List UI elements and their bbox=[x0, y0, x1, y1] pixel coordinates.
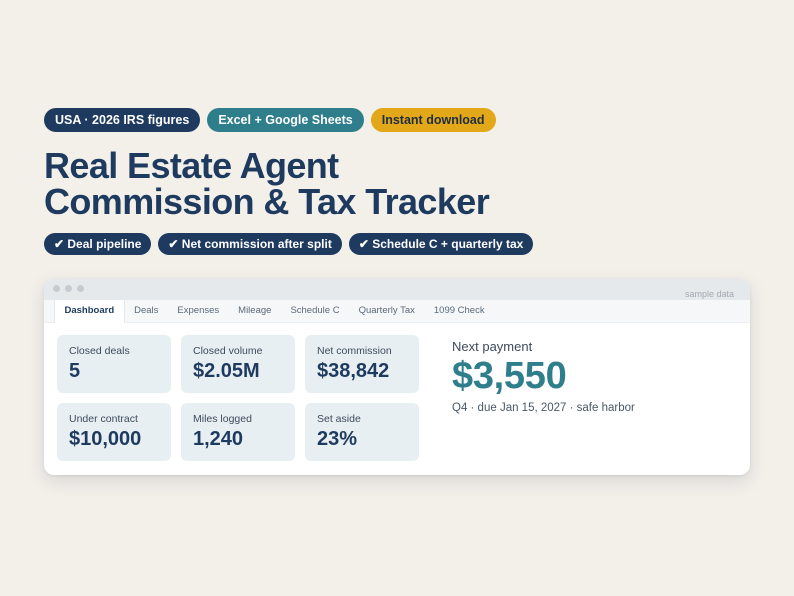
kpi-value: $38,842 bbox=[317, 360, 390, 382]
download-badge: Instant download bbox=[370, 108, 496, 132]
window-titlebar: sample data bbox=[44, 279, 750, 300]
window-dot-icon bbox=[53, 285, 60, 292]
kpi-value: 5 bbox=[69, 360, 81, 382]
feature-net-commission: ✔ Net commission after split bbox=[158, 233, 342, 255]
next-payment-note: Q4 · due Jan 15, 2027 · safe harbor bbox=[452, 402, 635, 414]
kpi-label: Closed deals bbox=[69, 345, 130, 357]
kpi-value: $10,000 bbox=[69, 428, 142, 450]
tab-expenses[interactable]: Expenses bbox=[177, 305, 220, 316]
app-window-preview: sample data Dashboard Deals Expenses Mil… bbox=[44, 279, 750, 475]
feature-row: ✔ Deal pipeline ✔ Net commission after s… bbox=[44, 233, 534, 255]
kpi-label: Set aside bbox=[317, 413, 361, 425]
next-payment-amount: $3,550 bbox=[452, 355, 567, 397]
sample-data-label: sample data bbox=[684, 289, 734, 299]
region-badge: USA · 2026 IRS figures bbox=[44, 108, 201, 132]
kpi-label: Closed volume bbox=[193, 345, 263, 357]
kpi-label: Under contract bbox=[69, 413, 138, 425]
tab-mileage[interactable]: Mileage bbox=[238, 305, 272, 316]
tab-1099-check[interactable]: 1099 Check bbox=[433, 305, 485, 316]
kpi-cards: Closed deals 5 Closed volume $2.05M Net … bbox=[57, 335, 419, 461]
tab-deals[interactable]: Deals bbox=[134, 305, 159, 316]
badge-row: USA · 2026 IRS figures Excel + Google Sh… bbox=[44, 108, 496, 132]
kpi-label: Net commission bbox=[317, 345, 392, 357]
page-title: Real Estate Agent Commission & Tax Track… bbox=[44, 145, 490, 222]
feature-deal-pipeline: ✔ Deal pipeline bbox=[44, 233, 152, 255]
kpi-card-net-commission: Net commission $38,842 bbox=[305, 335, 419, 393]
page-title-line-1: Real Estate Agent bbox=[44, 145, 339, 186]
next-payment-label: Next payment bbox=[452, 339, 533, 354]
window-dot-icon bbox=[77, 285, 84, 292]
feature-schedule-c: ✔ Schedule C + quarterly tax bbox=[348, 233, 534, 255]
page-title-line-2: Commission & Tax Tracker bbox=[44, 181, 490, 222]
tab-quarterly-tax[interactable]: Quarterly Tax bbox=[358, 305, 415, 316]
kpi-card-miles-logged: Miles logged 1,240 bbox=[181, 403, 295, 461]
kpi-card-closed-deals: Closed deals 5 bbox=[57, 335, 171, 393]
tab-schedule-c[interactable]: Schedule C bbox=[290, 305, 340, 316]
next-payment-panel: Next payment $3,550 Q4 · due Jan 15, 202… bbox=[452, 339, 635, 415]
kpi-card-under-contract: Under contract $10,000 bbox=[57, 403, 171, 461]
kpi-value: $2.05M bbox=[193, 360, 260, 382]
tab-dashboard[interactable]: Dashboard bbox=[54, 300, 125, 323]
kpi-value: 23% bbox=[317, 428, 358, 450]
format-badge: Excel + Google Sheets bbox=[207, 108, 364, 132]
kpi-card-closed-volume: Closed volume $2.05M bbox=[181, 335, 295, 393]
kpi-label: Miles logged bbox=[193, 413, 252, 425]
kpi-card-set-aside: Set aside 23% bbox=[305, 403, 419, 461]
window-controls bbox=[53, 285, 84, 292]
window-dot-icon bbox=[65, 285, 72, 292]
kpi-value: 1,240 bbox=[193, 428, 244, 450]
sheet-tabs: Dashboard Deals Expenses Mileage Schedul… bbox=[44, 300, 750, 323]
